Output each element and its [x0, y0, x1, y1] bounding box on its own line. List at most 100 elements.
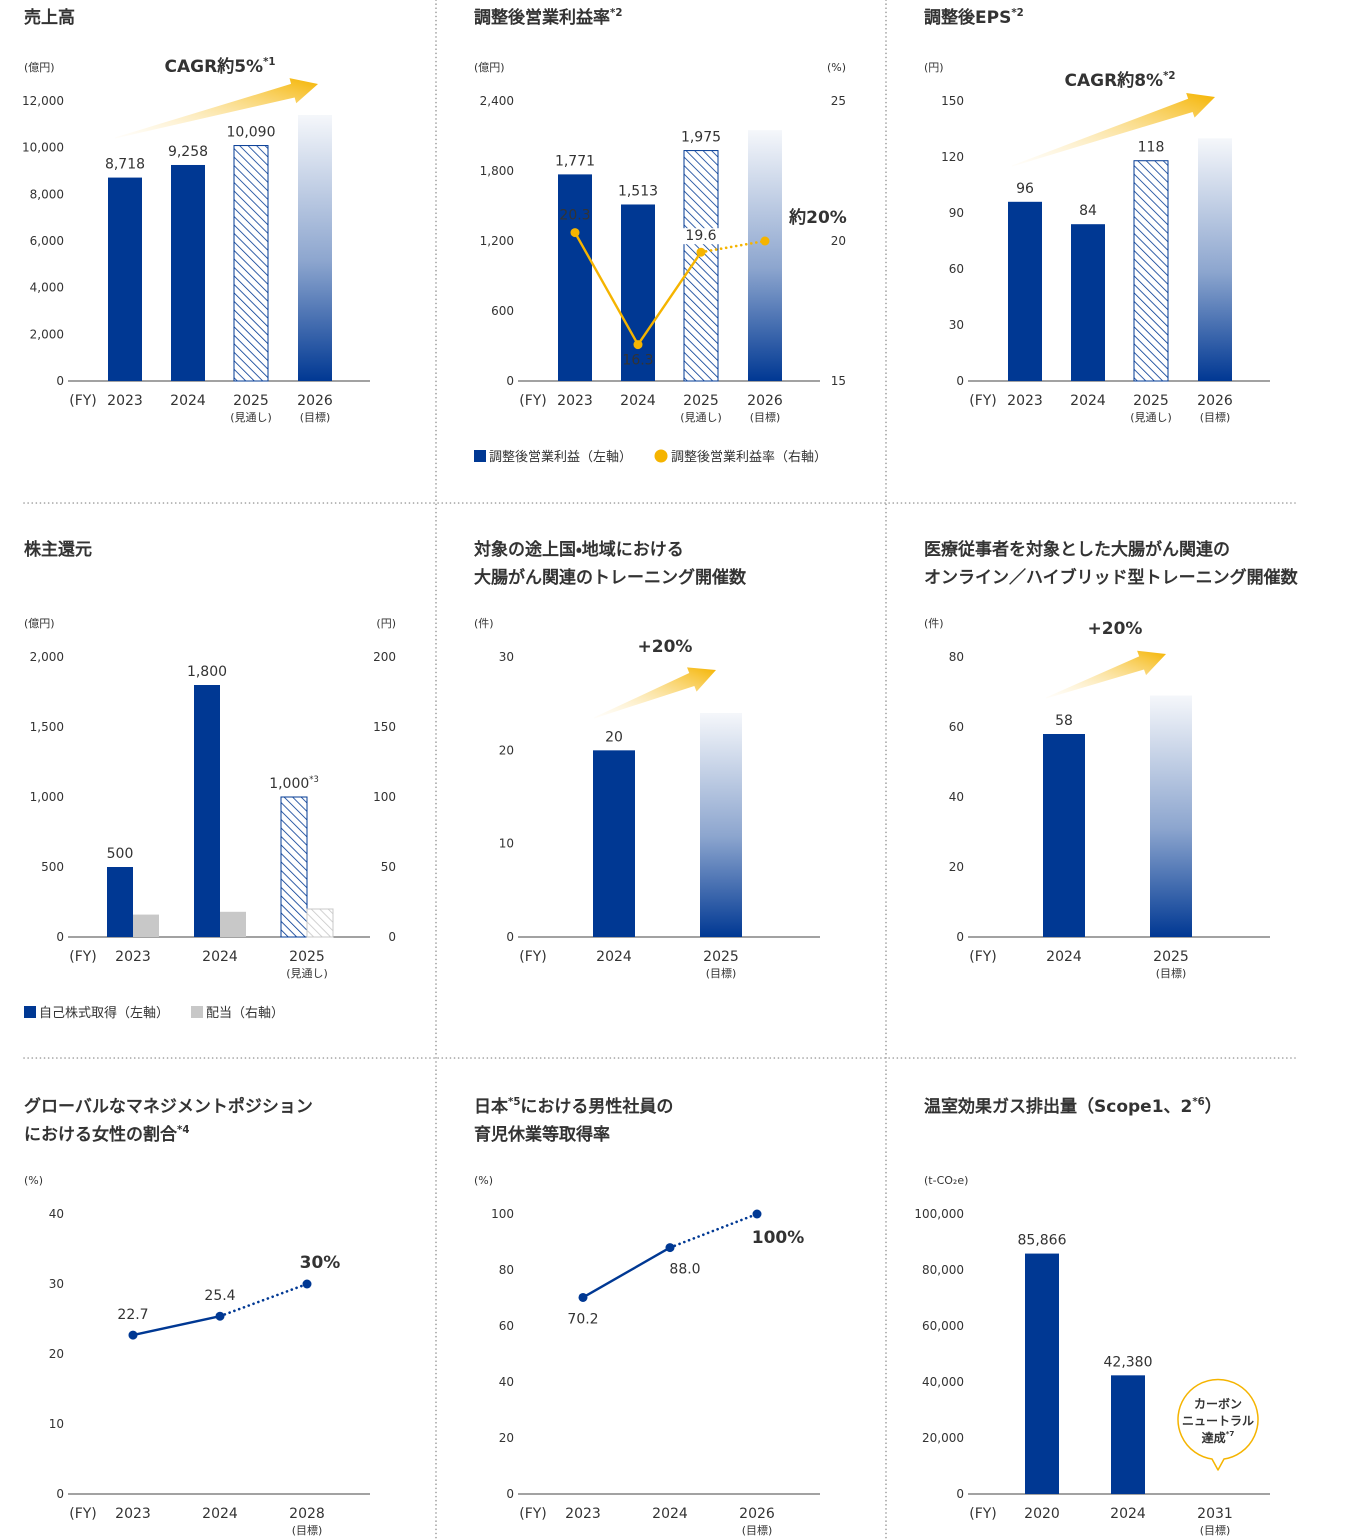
- callout-text: ニュートラル: [1182, 1414, 1254, 1428]
- line-point: [752, 1209, 762, 1219]
- x-tick-label: 2023: [565, 1506, 601, 1522]
- y-tick-label: 20,000: [922, 1431, 964, 1445]
- legend-symbol: [474, 450, 486, 462]
- y-tick-label: 4,000: [30, 280, 64, 294]
- chart-title: 調整後EPS*2: [924, 7, 1024, 28]
- bar: [233, 145, 269, 382]
- bar: [107, 867, 133, 937]
- line-point: [696, 247, 706, 257]
- x-tick-label: 2023: [1007, 393, 1043, 409]
- bar: [1008, 201, 1042, 381]
- x-tick-note: (目標): [292, 1523, 323, 1537]
- x-axis-prefix: (FY): [69, 393, 97, 409]
- y-tick-label: 90: [949, 206, 964, 220]
- x-tick-label: 2023: [107, 393, 143, 409]
- bar: [683, 150, 719, 382]
- bar: [1071, 224, 1105, 381]
- x-tick-label: 2024: [620, 393, 656, 409]
- y2-tick-label: 25: [831, 94, 846, 108]
- y-tick-label: 120: [941, 150, 964, 164]
- line-value-label: 70.2: [567, 1311, 598, 1327]
- x-axis-prefix: (FY): [519, 393, 547, 409]
- x-axis-prefix: (FY): [969, 393, 997, 409]
- x-tick-label: 2020: [1024, 1506, 1060, 1522]
- x-tick-label: 2024: [202, 949, 238, 965]
- x-tick-label: 2025: [289, 949, 325, 965]
- x-tick-note: (目標): [706, 966, 737, 980]
- y-tick-label: 2,000: [30, 327, 64, 341]
- line-value-label: 22.7: [117, 1307, 148, 1323]
- x-tick-label: 2026: [1197, 393, 1233, 409]
- annotation: +20%: [638, 637, 693, 657]
- line-value-label: 20.3: [559, 208, 590, 224]
- y-tick-label: 30: [49, 1277, 64, 1291]
- x-tick-label: 2026: [747, 393, 783, 409]
- y-tick-label: 0: [506, 930, 514, 944]
- bar: [700, 713, 742, 937]
- x-tick-label: 2023: [115, 1506, 151, 1522]
- x-tick-label: 2024: [1110, 1506, 1146, 1522]
- y-tick-label: 0: [56, 930, 64, 944]
- chart-panel: 株主還元 (億円) (円) 0 500 1,000 1,500 2,000 0 50 100 150 2…: [24, 539, 396, 1021]
- x-tick-note: (目標): [300, 410, 331, 424]
- legend-label: 調整後営業利益率（右軸）: [671, 449, 827, 465]
- y-tick-label: 30: [499, 650, 514, 664]
- bar: [220, 911, 246, 937]
- y-tick-label: 80: [499, 1263, 514, 1277]
- y2-tick-label: 15: [831, 374, 846, 388]
- y2-tick-label: 100: [373, 790, 396, 804]
- line-value-label: 30%: [300, 1253, 341, 1273]
- line-segment: [636, 250, 703, 346]
- bar: [171, 164, 205, 381]
- chart-title: 医療従事者を対象とした大腸がん関連の: [924, 539, 1230, 560]
- bar: [1111, 1375, 1145, 1494]
- chart-panel: 温室効果ガス排出量（Scope1、2*6） (t-CO₂e) 0 20,000 40,0…: [914, 1096, 1270, 1537]
- legend-symbol: [654, 449, 668, 463]
- y-tick-label: 8,000: [30, 187, 64, 201]
- y-tick-label: 100,000: [914, 1207, 964, 1221]
- y-tick-label: 2,400: [480, 94, 514, 108]
- x-tick-note: (目標): [1156, 966, 1187, 980]
- x-tick-note: (目標): [1200, 1523, 1231, 1537]
- y-tick-label: 60,000: [922, 1319, 964, 1333]
- bar: [1043, 734, 1085, 937]
- legend-symbol: [24, 1006, 36, 1018]
- x-axis-prefix: (FY): [519, 1506, 547, 1522]
- y-tick-label: 60: [499, 1319, 514, 1333]
- y-tick-label: 6,000: [30, 234, 64, 248]
- line-point: [760, 236, 770, 246]
- line-segment: [699, 239, 767, 254]
- y-tick-label: 20: [949, 860, 964, 874]
- y-axis-unit: (%): [24, 1174, 43, 1187]
- bar-value-label: 9,258: [168, 144, 208, 160]
- y2-axis-unit: (%): [827, 61, 846, 74]
- x-tick-label: 2023: [115, 949, 151, 965]
- x-tick-note: (見通し): [286, 967, 328, 980]
- x-tick-label: 2025: [233, 393, 269, 409]
- x-tick-label: 2024: [1046, 949, 1082, 965]
- line-value-label: 88.0: [669, 1262, 700, 1278]
- y-tick-label: 80: [949, 650, 964, 664]
- callout-text: 達成*7: [1202, 1429, 1235, 1445]
- x-tick-label: 2024: [170, 393, 206, 409]
- chart-title: オンライン／ハイブリッド型トレーニング開催数: [924, 567, 1299, 588]
- y2-axis-unit: (円): [376, 617, 396, 630]
- x-tick-label: 2023: [557, 393, 593, 409]
- line-segment: [131, 1314, 222, 1337]
- x-tick-label: 2024: [652, 1506, 688, 1522]
- line-segment: [581, 1246, 672, 1299]
- x-tick-note: (目標): [742, 1523, 773, 1537]
- y2-tick-label: 150: [373, 720, 396, 734]
- chart-title: 売上高: [24, 7, 75, 28]
- chart-title: 大腸がん関連のトレーニング開催数: [474, 567, 747, 588]
- y-tick-label: 10,000: [22, 140, 64, 154]
- y-axis-unit: (円): [924, 61, 944, 74]
- line-segment: [573, 231, 640, 346]
- x-tick-label: 2024: [1070, 393, 1106, 409]
- y-axis-unit: (億円): [24, 61, 55, 74]
- x-tick-note: (見通し): [1130, 411, 1172, 424]
- y-tick-label: 80,000: [922, 1263, 964, 1277]
- y-tick-label: 40: [49, 1207, 64, 1221]
